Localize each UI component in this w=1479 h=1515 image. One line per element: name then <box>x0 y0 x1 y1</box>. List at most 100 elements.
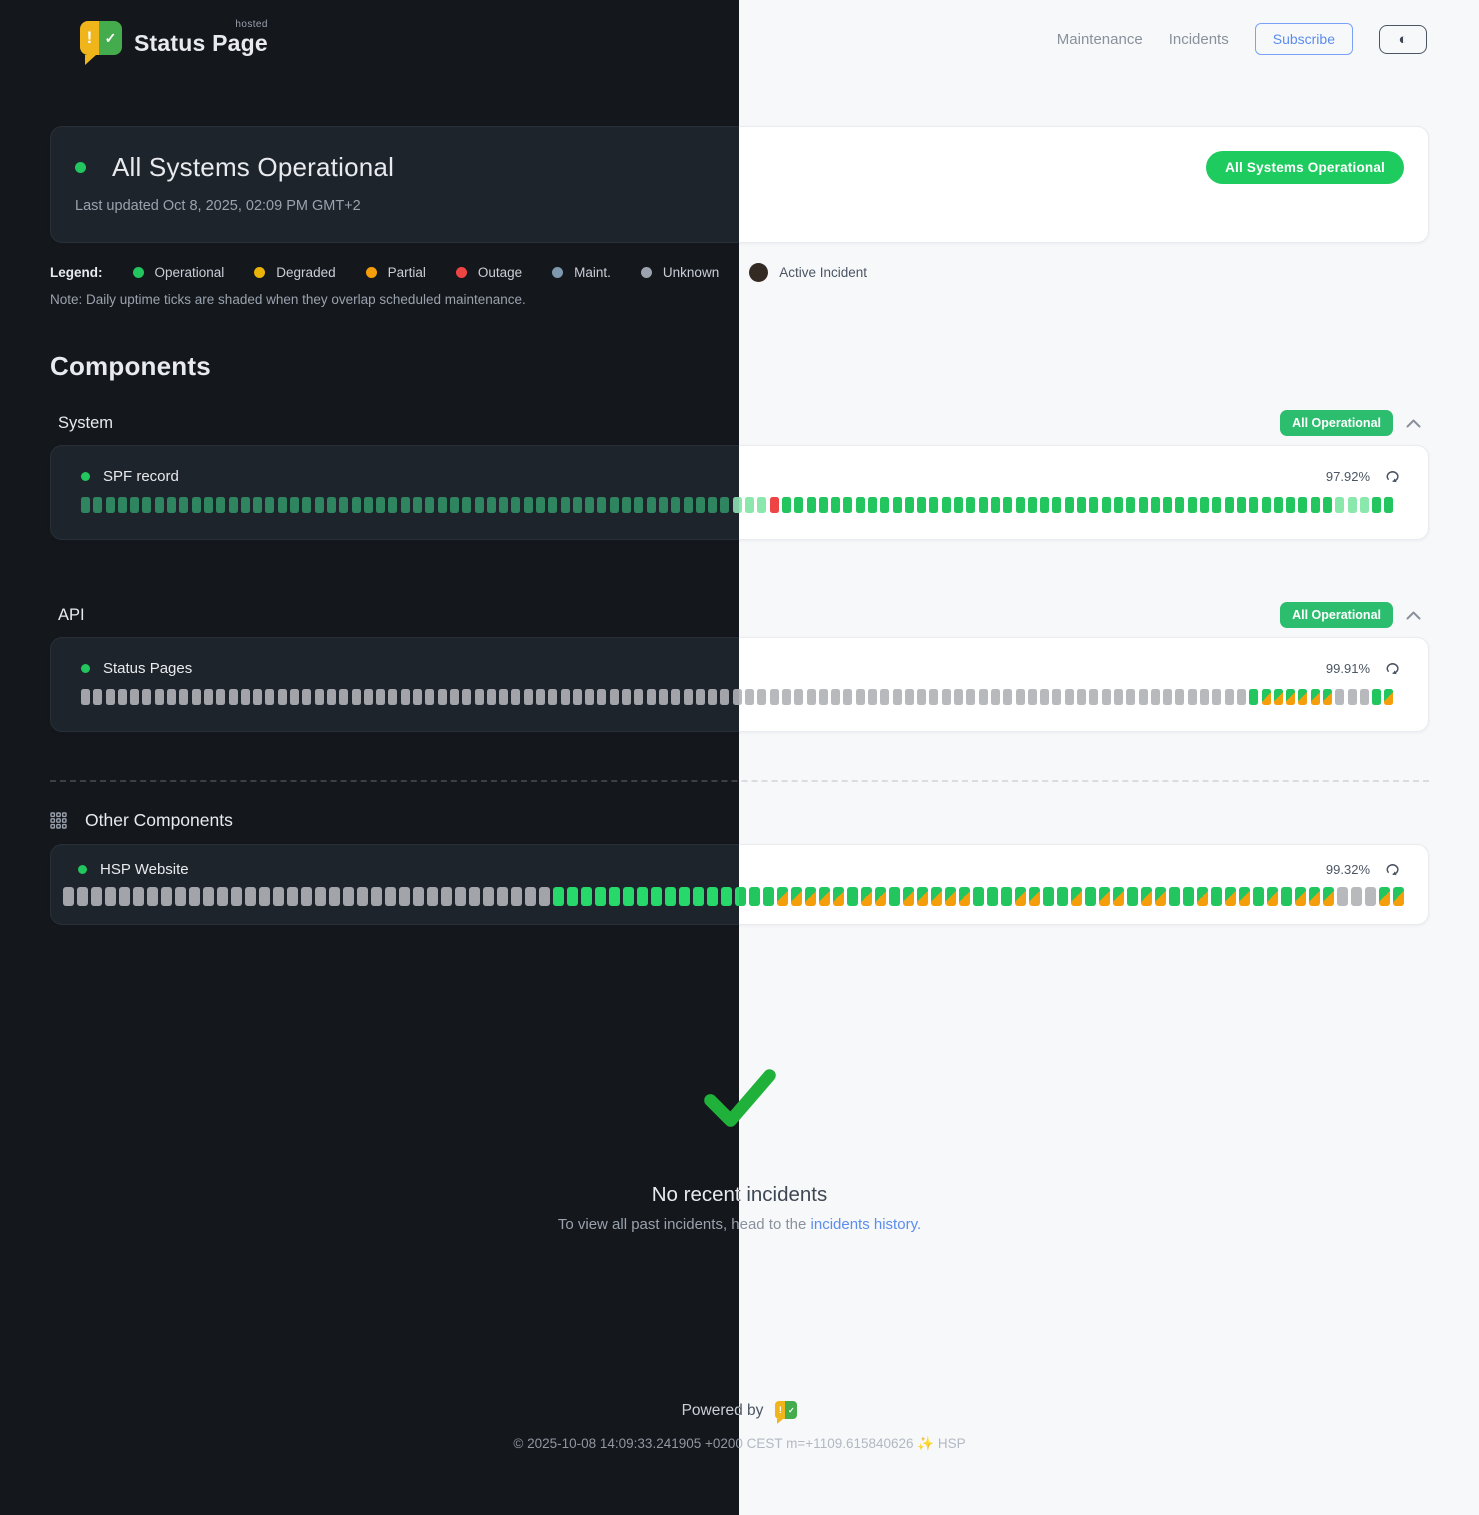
uptime-tick[interactable] <box>708 689 718 705</box>
uptime-tick[interactable] <box>253 497 263 513</box>
uptime-tick[interactable] <box>917 689 927 705</box>
uptime-tick[interactable] <box>1261 497 1271 513</box>
refresh-icon[interactable] <box>1386 470 1400 483</box>
uptime-tick[interactable] <box>917 887 928 906</box>
uptime-tick[interactable] <box>1359 689 1369 705</box>
uptime-tick[interactable] <box>142 689 152 705</box>
uptime-tick[interactable] <box>326 497 336 513</box>
uptime-tick[interactable] <box>1001 887 1012 906</box>
uptime-tick[interactable] <box>1200 497 1210 513</box>
uptime-tick[interactable] <box>314 689 324 705</box>
uptime-tick[interactable] <box>954 497 964 513</box>
uptime-tick[interactable] <box>1200 689 1210 705</box>
uptime-tick[interactable] <box>189 887 200 906</box>
theme-toggle-button[interactable]: ◐ <box>1379 24 1427 54</box>
uptime-tick[interactable] <box>1212 497 1222 513</box>
uptime-tick[interactable] <box>781 689 791 705</box>
uptime-tick[interactable] <box>161 887 172 906</box>
uptime-tick[interactable] <box>525 887 536 906</box>
uptime-tick[interactable] <box>399 887 410 906</box>
uptime-tick[interactable] <box>805 887 816 906</box>
uptime-tick[interactable] <box>1372 497 1382 513</box>
uptime-tick[interactable] <box>315 887 326 906</box>
uptime-tick[interactable] <box>1040 689 1050 705</box>
uptime-tick[interactable] <box>142 497 152 513</box>
uptime-tick[interactable] <box>1261 689 1271 705</box>
uptime-tick[interactable] <box>1335 689 1345 705</box>
uptime-tick[interactable] <box>1273 689 1283 705</box>
uptime-tick[interactable] <box>1071 887 1082 906</box>
uptime-tick[interactable] <box>499 689 509 705</box>
uptime-tick[interactable] <box>130 689 140 705</box>
uptime-tick[interactable] <box>665 887 676 906</box>
uptime-tick[interactable] <box>609 497 619 513</box>
uptime-tick[interactable] <box>880 497 890 513</box>
uptime-tick[interactable] <box>154 497 164 513</box>
uptime-tick[interactable] <box>560 497 570 513</box>
uptime-tick[interactable] <box>1384 689 1394 705</box>
uptime-tick[interactable] <box>875 887 886 906</box>
uptime-tick[interactable] <box>597 689 607 705</box>
uptime-tick[interactable] <box>1393 887 1404 906</box>
uptime-tick[interactable] <box>413 689 423 705</box>
uptime-tick[interactable] <box>1295 887 1306 906</box>
uptime-tick[interactable] <box>1337 887 1348 906</box>
uptime-tick[interactable] <box>903 887 914 906</box>
uptime-tick[interactable] <box>413 497 423 513</box>
uptime-tick[interactable] <box>1015 497 1025 513</box>
uptime-tick[interactable] <box>469 887 480 906</box>
uptime-tick[interactable] <box>1101 497 1111 513</box>
uptime-tick[interactable] <box>425 497 435 513</box>
uptime-tick[interactable] <box>1089 497 1099 513</box>
uptime-tick[interactable] <box>81 689 90 705</box>
uptime-tick[interactable] <box>1015 689 1025 705</box>
uptime-tick[interactable] <box>732 689 742 705</box>
uptime-tick[interactable] <box>1249 497 1259 513</box>
uptime-tick[interactable] <box>130 497 140 513</box>
uptime-tick[interactable] <box>1224 497 1234 513</box>
uptime-tick[interactable] <box>105 497 115 513</box>
uptime-tick[interactable] <box>1175 497 1185 513</box>
uptime-tick[interactable] <box>1281 887 1292 906</box>
uptime-tick[interactable] <box>954 689 964 705</box>
uptime-tick[interactable] <box>1003 689 1013 705</box>
uptime-tick[interactable] <box>93 689 103 705</box>
uptime-tick[interactable] <box>1015 887 1026 906</box>
uptime-tick[interactable] <box>1077 497 1087 513</box>
uptime-tick[interactable] <box>892 497 902 513</box>
uptime-tick[interactable] <box>253 689 263 705</box>
uptime-tick[interactable] <box>203 887 214 906</box>
uptime-tick[interactable] <box>339 689 349 705</box>
uptime-tick[interactable] <box>769 497 779 513</box>
uptime-tick[interactable] <box>1187 689 1197 705</box>
uptime-tick[interactable] <box>757 497 767 513</box>
uptime-tick[interactable] <box>1085 887 1096 906</box>
uptime-tick[interactable] <box>240 497 250 513</box>
app-logo[interactable]: ! ✓ hosted Status Page <box>80 19 268 65</box>
uptime-tick[interactable] <box>1126 497 1136 513</box>
uptime-tick[interactable] <box>1099 887 1110 906</box>
uptime-tick[interactable] <box>119 887 130 906</box>
uptime-tick[interactable] <box>1322 497 1332 513</box>
uptime-tick[interactable] <box>357 887 368 906</box>
uptime-tick[interactable] <box>105 887 116 906</box>
uptime-tick[interactable] <box>535 497 545 513</box>
uptime-tick[interactable] <box>1310 497 1320 513</box>
uptime-tick[interactable] <box>794 497 804 513</box>
uptime-tick[interactable] <box>265 689 275 705</box>
uptime-tick[interactable] <box>819 887 830 906</box>
chevron-up-icon[interactable] <box>1406 419 1421 428</box>
uptime-tick[interactable] <box>462 689 472 705</box>
uptime-tick[interactable] <box>388 689 398 705</box>
uptime-tick[interactable] <box>1286 497 1296 513</box>
uptime-tick[interactable] <box>1384 497 1394 513</box>
uptime-tick[interactable] <box>553 887 564 906</box>
uptime-tick[interactable] <box>117 689 127 705</box>
uptime-tick[interactable] <box>567 887 578 906</box>
uptime-tick[interactable] <box>1323 887 1334 906</box>
uptime-tick[interactable] <box>343 887 354 906</box>
uptime-tick[interactable] <box>1077 689 1087 705</box>
uptime-tick[interactable] <box>1150 497 1160 513</box>
uptime-tick[interactable] <box>385 887 396 906</box>
uptime-tick[interactable] <box>597 497 607 513</box>
